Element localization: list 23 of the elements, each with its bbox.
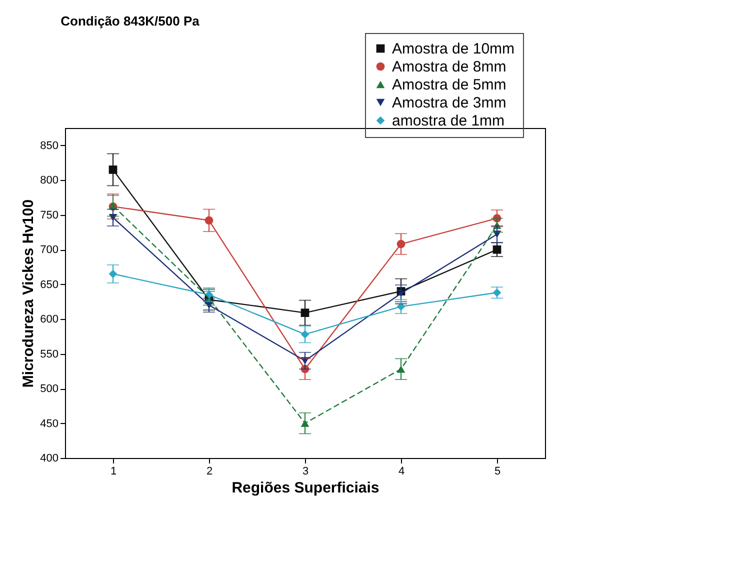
y-axis-title: Microdureza Vickes Hv100 bbox=[20, 199, 38, 388]
y-tick-label: 600 bbox=[40, 314, 58, 326]
x-tick-label: 4 bbox=[398, 466, 405, 478]
y-tick-label: 800 bbox=[40, 174, 58, 187]
chart-title: Condição 843K/500 Pa bbox=[60, 14, 200, 28]
y-tick-label: 850 bbox=[40, 140, 58, 152]
x-tick-label: 5 bbox=[494, 466, 501, 478]
y-tick-label: 500 bbox=[40, 383, 58, 396]
legend-label: Amostra de 3mm bbox=[392, 94, 506, 112]
y-tick-label: 450 bbox=[40, 418, 58, 430]
legend-label: Amostra de 8mm bbox=[392, 58, 506, 76]
legend-label: Amostra de 5mm bbox=[392, 76, 506, 94]
y-tick-label: 700 bbox=[40, 244, 58, 256]
y-tick-label: 400 bbox=[40, 452, 58, 464]
y-tick-label: 750 bbox=[40, 209, 58, 222]
x-tick-label: 3 bbox=[302, 466, 309, 478]
legend-label: amostra de 1mm bbox=[392, 112, 505, 130]
legend-label: Amostra de 10mm bbox=[392, 40, 515, 58]
x-tick-label: 1 bbox=[110, 466, 117, 478]
y-tick-label: 550 bbox=[40, 348, 58, 360]
x-tick-label: 2 bbox=[206, 466, 213, 478]
x-axis-title: Regiões Superficiais bbox=[232, 480, 380, 496]
y-tick-label: 650 bbox=[40, 278, 58, 291]
